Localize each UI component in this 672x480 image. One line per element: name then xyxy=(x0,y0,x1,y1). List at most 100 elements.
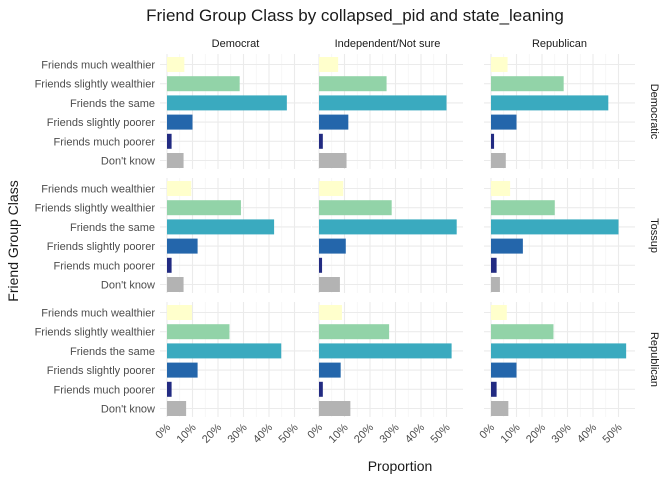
bar xyxy=(167,133,172,149)
bar xyxy=(491,277,500,292)
bar xyxy=(319,57,339,72)
x-tick-label: 10% xyxy=(327,421,351,445)
x-tick-label: 0% xyxy=(477,421,497,441)
bar xyxy=(319,133,323,149)
y-axis-title: Friend Group Class xyxy=(5,180,21,301)
y-tick-label: Friends slightly poorer xyxy=(47,117,156,129)
y-tick-label: Friends much poorer xyxy=(54,260,156,272)
bar xyxy=(319,343,452,359)
row-strip-label: Republican xyxy=(648,332,660,387)
bar xyxy=(491,153,506,168)
y-tick-label: Friends the same xyxy=(70,98,155,110)
facet-panel xyxy=(312,302,463,417)
x-axis-title: Proportion xyxy=(368,458,433,474)
bar xyxy=(167,343,282,359)
bar xyxy=(491,381,497,397)
bar xyxy=(491,257,497,273)
facet-panel xyxy=(160,178,311,293)
bar xyxy=(167,257,172,273)
y-tick-label: Friends much wealthier xyxy=(41,60,155,72)
bar xyxy=(491,76,564,92)
x-tick-label: 30% xyxy=(378,421,402,445)
bar xyxy=(167,401,187,416)
bar xyxy=(491,133,495,149)
facet-panel xyxy=(160,54,311,169)
bar xyxy=(319,76,387,92)
facet-panel xyxy=(312,178,463,293)
y-tick-label: Friends slightly wealthier xyxy=(35,203,156,215)
facet-panel xyxy=(160,302,311,417)
y-tick-label: Friends slightly wealthier xyxy=(35,327,156,339)
bar xyxy=(319,114,349,130)
bar xyxy=(167,219,275,235)
x-tick-label: 20% xyxy=(524,421,548,445)
bar xyxy=(491,181,511,196)
y-tick-label: Friends the same xyxy=(70,222,155,234)
bar xyxy=(491,362,517,378)
bar xyxy=(167,277,184,292)
x-tick-label: 10% xyxy=(499,421,523,445)
column-strip-label: Republican xyxy=(532,38,587,50)
x-tick-label: 20% xyxy=(200,421,224,445)
bar xyxy=(319,381,323,397)
bar xyxy=(167,76,240,92)
column-strip-label: Democrat xyxy=(212,38,260,50)
bar xyxy=(167,305,192,320)
bar xyxy=(491,401,509,416)
bar xyxy=(491,57,508,72)
bar xyxy=(167,95,287,111)
bar xyxy=(167,200,241,216)
facet-panel xyxy=(484,54,635,169)
x-tick-label: 50% xyxy=(429,421,453,445)
bar xyxy=(319,324,390,340)
y-tick-label: Friends much poorer xyxy=(54,384,156,396)
y-tick-label: Friends slightly poorer xyxy=(47,365,156,377)
row-strip-label: Democratic xyxy=(648,84,660,140)
column-strip-label: Independent/Not sure xyxy=(335,38,441,50)
x-tick-label: 10% xyxy=(175,421,199,445)
bar xyxy=(319,95,447,111)
bar xyxy=(319,181,344,196)
x-tick-label: 30% xyxy=(550,421,574,445)
bar xyxy=(319,238,346,254)
x-tick-label: 30% xyxy=(226,421,250,445)
x-tick-label: 0% xyxy=(305,421,325,441)
bar xyxy=(167,381,172,397)
y-tick-label: Don't know xyxy=(101,156,155,168)
bar xyxy=(491,114,517,130)
bar xyxy=(491,219,619,235)
bar xyxy=(167,114,193,130)
row-strip-label: Tossup xyxy=(648,218,660,253)
x-tick-label: 40% xyxy=(575,421,599,445)
x-tick-label: 50% xyxy=(277,421,301,445)
bar xyxy=(319,219,457,235)
x-tick-label: 40% xyxy=(403,421,427,445)
bar xyxy=(319,401,351,416)
bar xyxy=(319,153,347,168)
bar xyxy=(491,324,554,340)
bar xyxy=(319,200,392,216)
y-tick-label: Don't know xyxy=(101,404,155,416)
y-tick-label: Friends much poorer xyxy=(54,136,156,148)
y-tick-label: Friends slightly wealthier xyxy=(35,79,156,91)
bar xyxy=(491,200,555,216)
bar xyxy=(491,95,609,111)
chart-title: Friend Group Class by collapsed_pid and … xyxy=(146,6,564,25)
bar xyxy=(167,324,230,340)
bar xyxy=(319,305,342,320)
y-tick-label: Don't know xyxy=(101,280,155,292)
bar xyxy=(167,57,185,72)
bar xyxy=(319,362,341,378)
bar xyxy=(319,257,323,273)
bar xyxy=(319,277,340,292)
bar xyxy=(167,181,192,196)
bar xyxy=(167,362,198,378)
facet-panel xyxy=(312,54,463,169)
x-tick-label: 50% xyxy=(601,421,625,445)
y-tick-label: Friends much wealthier xyxy=(41,184,155,196)
x-tick-label: 20% xyxy=(352,421,376,445)
bar xyxy=(167,153,184,168)
bar xyxy=(491,305,507,320)
bar xyxy=(491,343,627,359)
